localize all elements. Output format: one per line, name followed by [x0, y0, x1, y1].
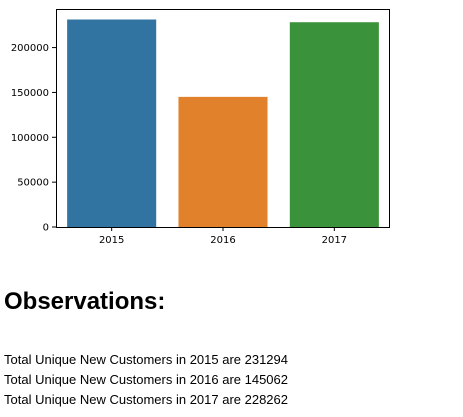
y-tick-label: 100000 [11, 133, 49, 144]
y-tick-label: 0 [43, 223, 49, 234]
observation-line: Total Unique New Customers in 2016 are 1… [4, 372, 289, 387]
bars-group [67, 19, 379, 228]
x-tick-label: 2016 [210, 235, 235, 246]
x-tick-label: 2017 [322, 235, 347, 246]
observations-list: Total Unique New Customers in 2015 are 2… [4, 350, 288, 410]
observations-heading: Observations: [4, 288, 166, 315]
y-tick-label: 200000 [11, 43, 49, 54]
bar-chart: 2015 2016 2017 0 50000 100000 150000 200000 [11, 9, 390, 246]
observation-line: Total Unique New Customers in 2015 are 2… [4, 352, 289, 367]
y-tick-label: 50000 [17, 178, 49, 189]
x-axis-ticks: 2015 2016 2017 [99, 227, 347, 246]
y-axis-ticks: 0 50000 100000 150000 200000 [11, 43, 56, 234]
observation-line: Total Unique New Customers in 2017 are 2… [4, 392, 289, 407]
y-tick-label: 150000 [11, 88, 49, 99]
bar-2016 [178, 96, 268, 227]
plot-frame [56, 9, 390, 228]
bar-2015 [67, 19, 157, 227]
bar-2017 [289, 22, 379, 228]
x-tick-label: 2015 [99, 235, 124, 246]
